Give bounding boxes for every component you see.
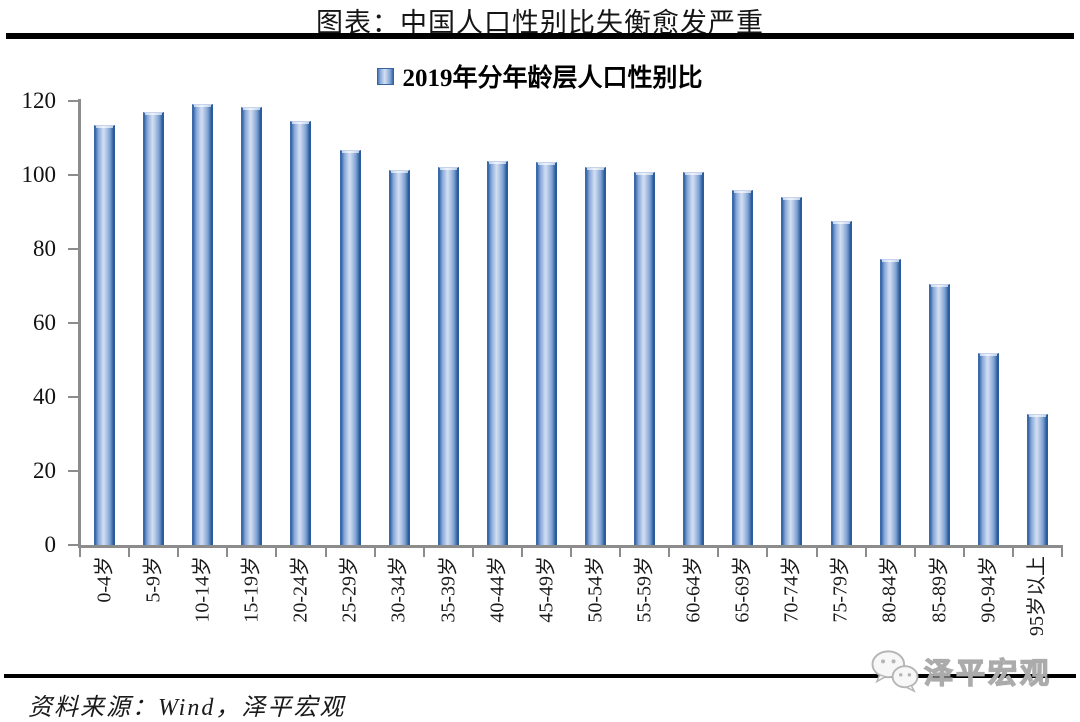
bar: [339, 150, 361, 545]
bar: [1026, 414, 1048, 545]
x-axis-tick: [373, 547, 376, 557]
bar: [683, 171, 705, 545]
x-axis-tick: [520, 547, 523, 557]
brand-watermark: 泽平宏观: [870, 648, 1052, 694]
y-axis-label: 40: [33, 384, 56, 409]
x-axis-tick: [717, 547, 720, 557]
x-axis-tick: [226, 547, 229, 557]
x-axis-label: 55-59岁: [633, 556, 656, 623]
wechat-icon: [871, 650, 919, 693]
x-axis-label: 65-69岁: [731, 556, 754, 623]
x-axis-tick: [913, 547, 916, 557]
bar: [241, 106, 263, 545]
bar: [486, 160, 508, 545]
x-axis-label: 30-34岁: [388, 556, 411, 623]
x-axis-tick: [1061, 547, 1063, 557]
bar: [437, 167, 459, 545]
x-axis-label: 10-14岁: [191, 556, 214, 623]
x-axis-tick: [1011, 547, 1014, 557]
x-axis-tick: [668, 547, 671, 557]
x-axis-label: 15-19岁: [240, 556, 263, 623]
legend-swatch-icon: [377, 67, 395, 85]
x-axis-tick: [962, 547, 965, 557]
x-axis-label: 40-44岁: [486, 556, 509, 623]
x-axis-tick: [177, 547, 180, 557]
bar: [94, 124, 116, 545]
x-axis-tick: [275, 547, 278, 557]
x-axis-tick: [766, 547, 769, 557]
bar: [781, 196, 803, 545]
x-axis-label: 80-84岁: [879, 556, 902, 623]
y-axis-tick: [68, 544, 80, 546]
x-axis-label: 50-54岁: [584, 556, 607, 623]
x-axis-label: 95岁以上: [1026, 556, 1049, 636]
x-axis-label: 25-29岁: [339, 556, 362, 623]
y-axis-tick: [68, 100, 80, 102]
y-axis-tick: [68, 396, 80, 398]
x-axis-label: 75-79岁: [830, 556, 853, 623]
chart-legend: 2019年分年龄层人口性别比: [0, 61, 1080, 92]
bar: [388, 170, 410, 545]
footer-rule: [4, 674, 1076, 678]
x-axis-tick: [864, 547, 867, 557]
y-axis-tick: [68, 322, 80, 324]
bar: [732, 190, 754, 545]
x-axis-label: 0-4岁: [93, 556, 116, 603]
y-axis-label: 120: [21, 88, 57, 113]
bar: [879, 258, 901, 545]
bar: [830, 220, 852, 545]
x-axis-label: 20-24岁: [289, 556, 312, 623]
x-axis-tick: [815, 547, 818, 557]
bar: [290, 120, 312, 545]
x-axis-line: [78, 545, 1063, 548]
bar: [585, 166, 607, 545]
x-axis-label: 85-89岁: [928, 556, 951, 623]
title-divider-rule: [6, 33, 1074, 39]
bar: [192, 104, 214, 545]
x-axis-tick: [324, 547, 327, 557]
y-axis-label: 60: [33, 310, 56, 335]
x-axis-tick: [619, 547, 622, 557]
x-axis-tick: [128, 547, 131, 557]
bar: [977, 353, 999, 545]
x-axis-tick: [471, 547, 474, 557]
x-axis-tick: [422, 547, 425, 557]
watermark-brand-text: 泽平宏观: [923, 657, 1052, 690]
y-axis-tick: [68, 470, 80, 472]
bar: [928, 284, 950, 545]
y-axis-label: 100: [21, 162, 57, 187]
x-axis-label: 35-39岁: [437, 556, 460, 623]
y-axis-label: 0: [44, 532, 57, 557]
y-axis-tick: [68, 174, 80, 176]
source-note: 资料来源：Wind，泽平宏观: [28, 695, 346, 721]
y-axis-label: 20: [33, 458, 56, 483]
bar: [535, 161, 557, 545]
x-axis-label: 70-74岁: [780, 556, 803, 623]
x-axis-label: 5-9岁: [142, 556, 165, 603]
x-axis-tick: [79, 547, 81, 557]
bar: [143, 112, 165, 545]
bar: [634, 172, 656, 545]
x-axis-label: 45-49岁: [535, 556, 558, 623]
x-axis-tick: [570, 547, 572, 557]
x-axis-label: 90-94岁: [977, 556, 1000, 623]
y-axis-label: 80: [33, 236, 56, 261]
x-axis-label: 60-64岁: [682, 556, 705, 623]
legend-label: 2019年分年龄层人口性别比: [402, 65, 703, 92]
y-axis-tick: [68, 248, 80, 250]
